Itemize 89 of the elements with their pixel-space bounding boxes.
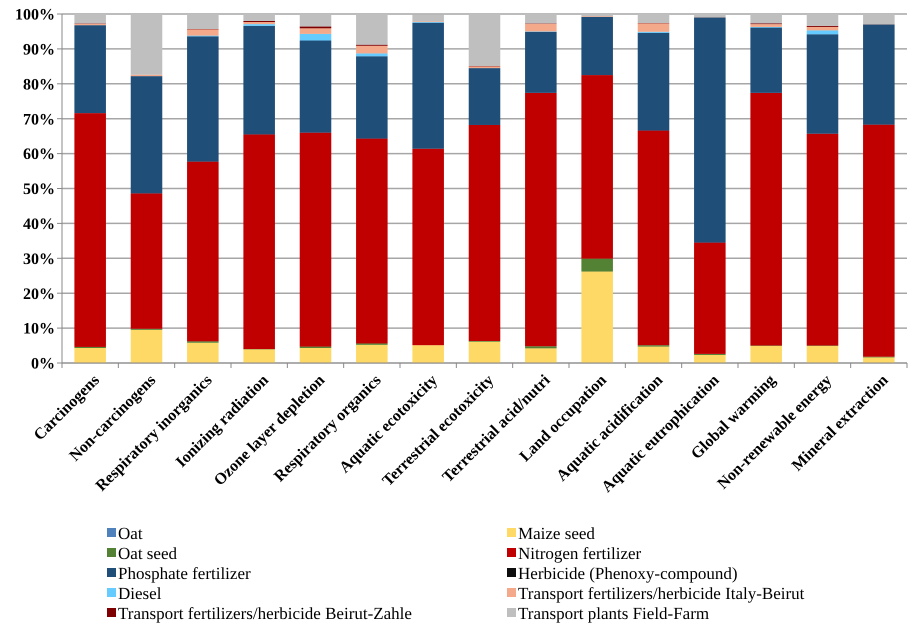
bar: [187, 162, 219, 342]
bar: [356, 56, 388, 139]
bar: [300, 28, 332, 34]
bar: [412, 148, 444, 346]
bar: [525, 92, 557, 346]
bar: [356, 46, 388, 54]
bar: [356, 14, 388, 45]
y-tick-label: 20%: [23, 286, 55, 303]
bar: [638, 14, 670, 24]
bar: [863, 24, 895, 125]
bar: [468, 14, 500, 66]
bar: [74, 25, 106, 114]
y-tick-label: 80%: [23, 76, 55, 94]
bar: [638, 23, 670, 32]
bar: [694, 14, 726, 18]
bar: [750, 346, 782, 363]
bar: [806, 34, 838, 134]
bar: [750, 24, 782, 27]
bar: [130, 193, 162, 329]
bar: [806, 26, 838, 30]
legend-label: Transport fertilizers/herbicide Beirut-Zahle: [118, 604, 412, 623]
bar: [638, 32, 670, 131]
bar: [300, 132, 332, 347]
bar: [187, 36, 219, 162]
bar: [581, 16, 613, 76]
legend-label: Maize seed: [518, 524, 596, 543]
bar: [243, 349, 275, 363]
bar: [525, 14, 557, 24]
bar: [581, 75, 613, 259]
bar: [525, 24, 557, 32]
bar: [806, 30, 838, 34]
bar: [130, 14, 162, 75]
bar: [356, 344, 388, 363]
y-tick-label: 90%: [23, 42, 55, 58]
bar: [750, 28, 782, 93]
y-tick-label: 10%: [23, 320, 55, 338]
bar: [863, 124, 895, 357]
y-tick-label: 50%: [23, 181, 55, 198]
bar: [468, 68, 500, 125]
bar: [525, 348, 557, 363]
legend-label: Oat: [118, 524, 143, 543]
bar: [74, 348, 106, 363]
bar: [187, 14, 219, 30]
y-tick-label: 100%: [15, 6, 55, 24]
bar: [638, 346, 670, 363]
bar: [863, 14, 895, 24]
bar: [130, 330, 162, 363]
y-tick-label: 40%: [23, 216, 55, 233]
legend-label: Transport fertilizers/herbicide Italy-Beirut: [518, 584, 805, 603]
bar: [581, 272, 613, 363]
bar: [300, 14, 332, 27]
bar: [694, 17, 726, 243]
legend-label: Diesel: [118, 584, 162, 603]
bar: [412, 345, 444, 363]
bar: [243, 134, 275, 350]
bar: [187, 29, 219, 36]
bar: [243, 26, 275, 134]
legend-label: Herbicide (Phenoxy-compound): [518, 564, 738, 583]
bar: [694, 242, 726, 354]
y-tick-label: 70%: [23, 111, 55, 128]
bar: [750, 14, 782, 24]
bar: [581, 258, 613, 272]
bar: [243, 14, 275, 21]
bar: [694, 354, 726, 363]
bar: [300, 34, 332, 41]
bar: [750, 92, 782, 346]
bar: [300, 348, 332, 363]
legend-label: Transport plants Field-Farm: [518, 604, 710, 623]
bar: [806, 14, 838, 26]
bar: [638, 130, 670, 346]
bar: [130, 76, 162, 194]
bar: [356, 138, 388, 344]
bar: [525, 32, 557, 93]
y-tick-label: 0%: [31, 356, 55, 373]
legend-label: Phosphate fertilizer: [118, 564, 251, 583]
bar: [806, 346, 838, 363]
bar: [468, 342, 500, 363]
bar: [74, 113, 106, 347]
bar: [468, 124, 500, 342]
y-tick-label: 30%: [23, 250, 55, 268]
y-tick-label: 60%: [23, 146, 55, 164]
bar: [412, 14, 444, 22]
legend-label: Oat seed: [118, 544, 178, 563]
legend-label: Nitrogen fertilizer: [518, 544, 642, 563]
bar: [300, 40, 332, 133]
bar: [806, 134, 838, 346]
bar: [187, 342, 219, 363]
bar: [412, 22, 444, 149]
bar: [74, 14, 106, 24]
